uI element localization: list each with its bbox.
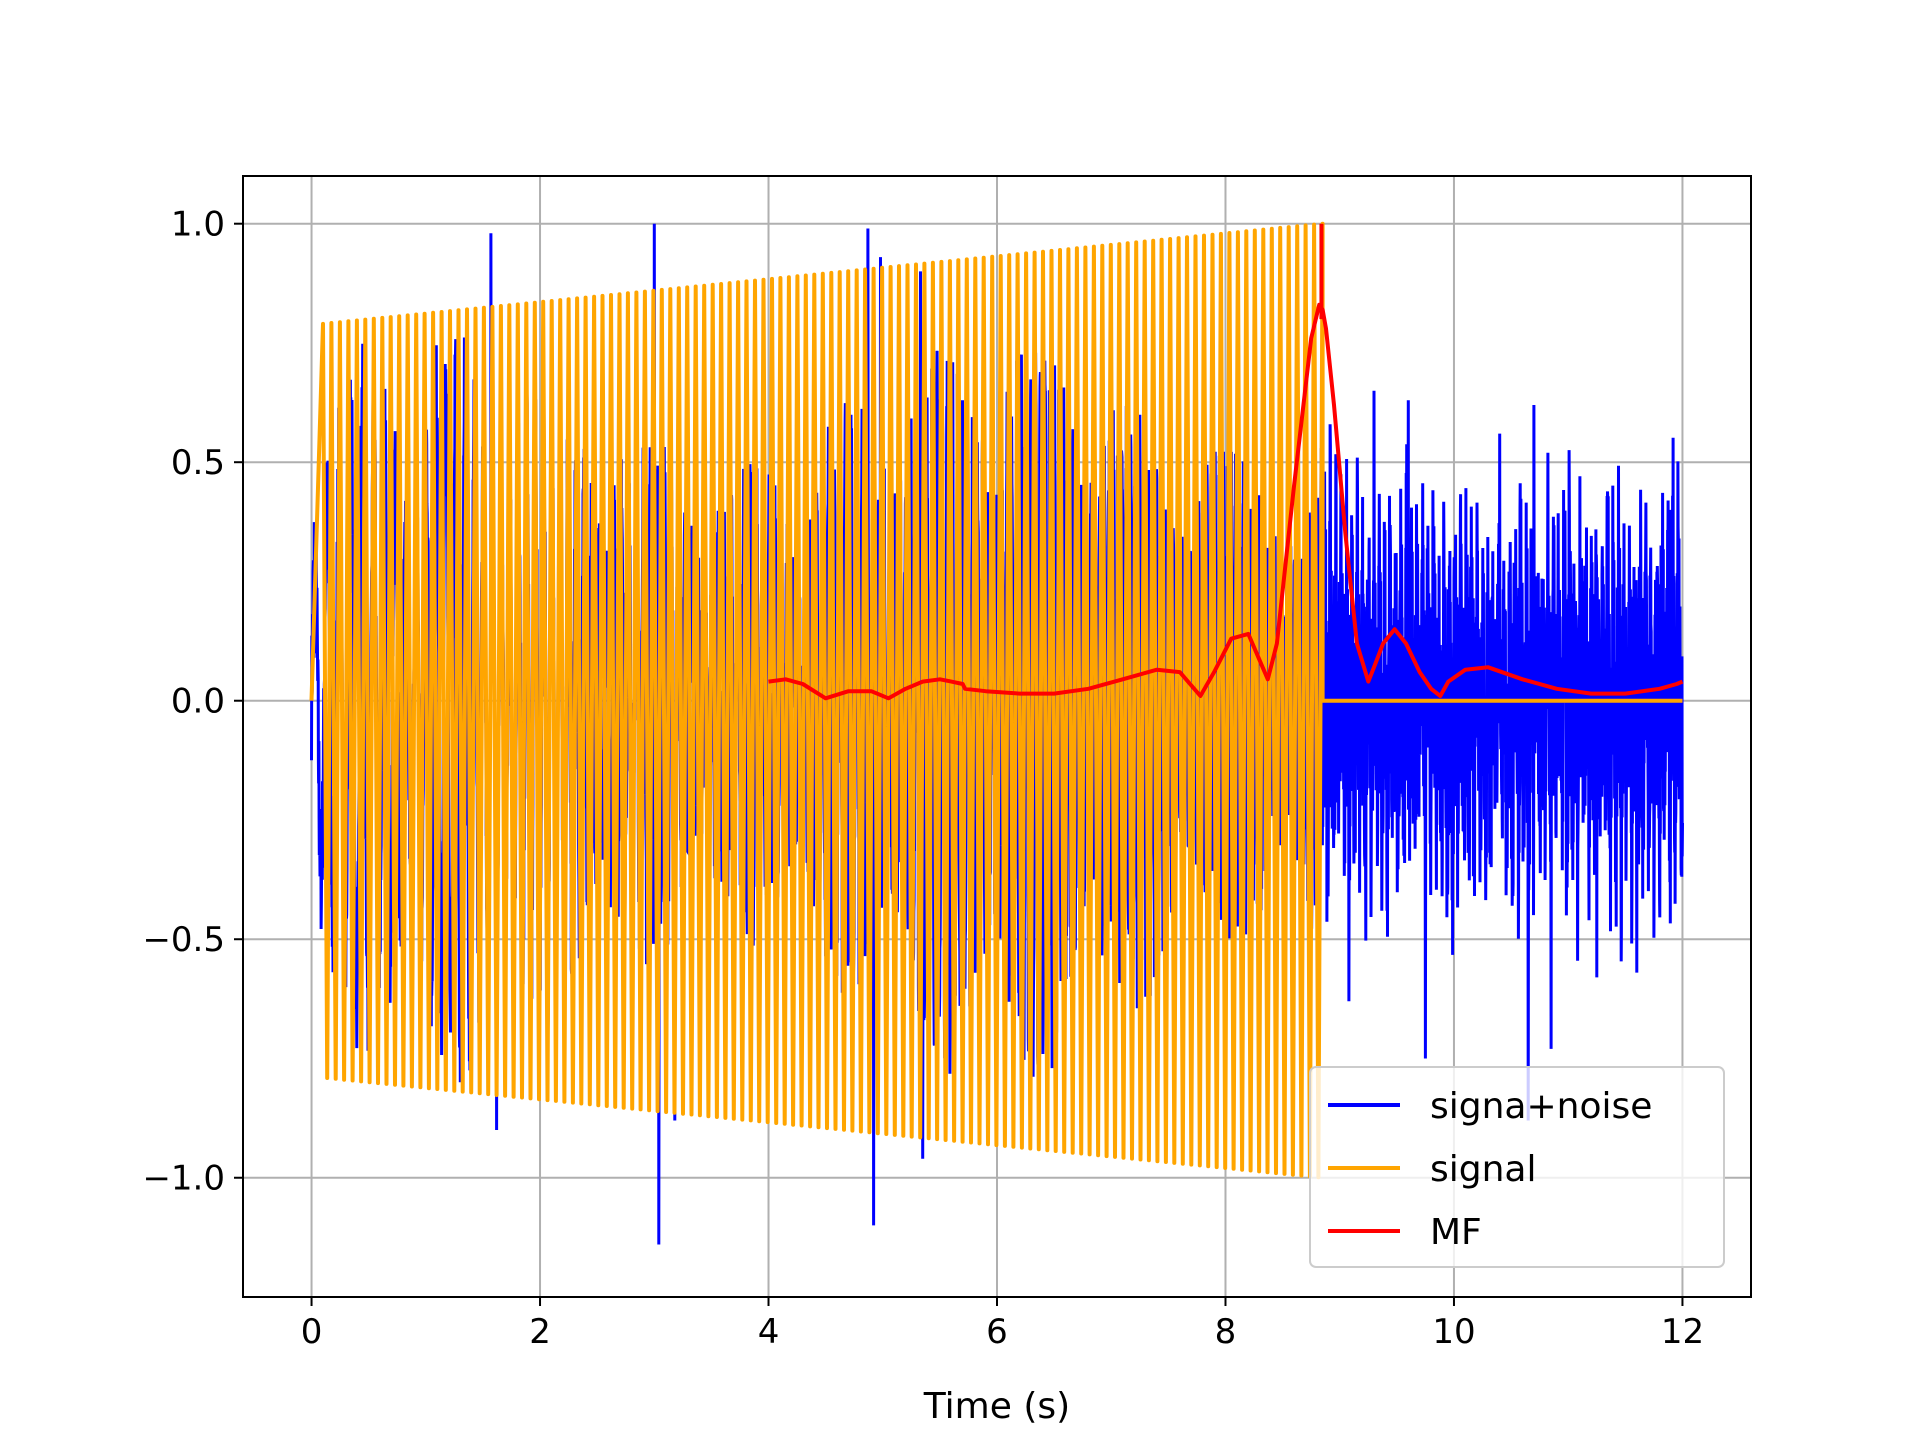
ticks: 0 2 4 6 8 10 12 −1.0 −0.5 0.0 0.5 1.0	[142, 205, 1704, 1352]
legend-label: signa+noise	[1430, 1086, 1652, 1127]
x-tick-label: 6	[986, 1312, 1008, 1352]
y-tick-label: 1.0	[171, 205, 225, 245]
x-tick-label: 2	[529, 1312, 551, 1352]
x-tick-label: 0	[301, 1312, 323, 1352]
y-tick-label: −0.5	[142, 920, 225, 960]
legend-label: signal	[1430, 1149, 1537, 1190]
series-mf-line	[768, 302, 1684, 701]
x-tick-label: 4	[758, 1312, 780, 1352]
x-axis-label: Time (s)	[923, 1386, 1070, 1427]
x-tick-label: 12	[1661, 1312, 1704, 1352]
y-tick-label: 0.0	[171, 682, 225, 722]
y-tick-label: 0.5	[171, 443, 225, 483]
series-signal-line	[309, 221, 1683, 1180]
y-tick-label: −1.0	[142, 1159, 225, 1199]
legend: signa+noise signal MF	[1309, 1066, 1725, 1268]
series-layer	[309, 221, 1684, 1245]
x-tick-label: 8	[1215, 1312, 1237, 1352]
legend-box	[1309, 1066, 1725, 1268]
legend-label: MF	[1430, 1212, 1482, 1253]
x-tick-label: 10	[1432, 1312, 1475, 1352]
